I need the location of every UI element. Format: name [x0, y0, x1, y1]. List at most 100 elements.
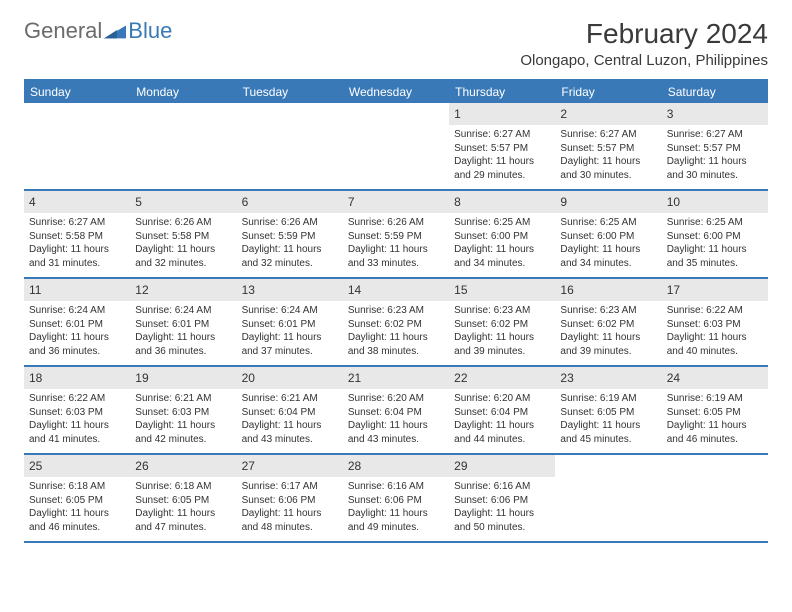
day-number: 25 — [29, 459, 42, 473]
sunset-text: Sunset: 6:06 PM — [454, 494, 550, 508]
calendar-cell: 21Sunrise: 6:20 AMSunset: 6:04 PMDayligh… — [343, 367, 449, 453]
day-header-cell: Wednesday — [343, 81, 449, 103]
sunrise-text: Sunrise: 6:25 AM — [667, 216, 763, 230]
sunset-text: Sunset: 5:57 PM — [560, 142, 656, 156]
daylight-text: Daylight: 11 hours and 47 minutes. — [135, 507, 231, 534]
daynum-row: 16 — [555, 279, 661, 301]
daynum-row: 29 — [449, 455, 555, 477]
day-number: 6 — [242, 195, 249, 209]
title-block: February 2024 Olongapo, Central Luzon, P… — [520, 18, 768, 69]
daynum-row: 17 — [662, 279, 768, 301]
daynum-row — [555, 455, 661, 459]
day-header-cell: Sunday — [24, 81, 130, 103]
calendar-cell-empty — [662, 455, 768, 541]
daynum-row — [343, 103, 449, 107]
daynum-row: 26 — [130, 455, 236, 477]
sunrise-text: Sunrise: 6:25 AM — [454, 216, 550, 230]
sunrise-text: Sunrise: 6:17 AM — [242, 480, 338, 494]
sunset-text: Sunset: 6:05 PM — [667, 406, 763, 420]
day-number: 5 — [135, 195, 142, 209]
logo: General Blue — [24, 18, 172, 44]
calendar-cell: 23Sunrise: 6:19 AMSunset: 6:05 PMDayligh… — [555, 367, 661, 453]
calendar-cell: 14 Sunrise: 6:23 AMSunset: 6:02 PMDayligh… — [343, 279, 449, 365]
sunrise-text: Sunrise: 6:23 AM — [348, 304, 444, 318]
day-number: 20 — [242, 371, 255, 385]
daynum-row: 11 — [24, 279, 130, 301]
sunset-text: Sunset: 5:58 PM — [135, 230, 231, 244]
sunset-text: Sunset: 6:05 PM — [29, 494, 125, 508]
daylight-text: Daylight: 11 hours and 30 minutes. — [560, 155, 656, 182]
sunrise-text: Sunrise: 6:21 AM — [135, 392, 231, 406]
daynum-row: 2 — [555, 103, 661, 125]
sunrise-text: Sunrise: 6:22 AM — [667, 304, 763, 318]
day-number: 17 — [667, 283, 680, 297]
sunrise-text: Sunrise: 6:21 AM — [242, 392, 338, 406]
calendar-cell: 16Sunrise: 6:23 AMSunset: 6:02 PMDayligh… — [555, 279, 661, 365]
sunset-text: Sunset: 6:02 PM — [348, 318, 444, 332]
daynum-row: 25 — [24, 455, 130, 477]
daylight-text: Daylight: 11 hours and 39 minutes. — [454, 331, 550, 358]
daylight-text: Daylight: 11 hours and 45 minutes. — [560, 419, 656, 446]
sunset-text: Sunset: 6:01 PM — [29, 318, 125, 332]
day-number: 10 — [667, 195, 680, 209]
day-number: 12 — [135, 283, 148, 297]
calendar-cell: 20Sunrise: 6:21 AMSunset: 6:04 PMDayligh… — [237, 367, 343, 453]
location: Olongapo, Central Luzon, Philippines — [520, 52, 768, 69]
day-number: 15 — [454, 283, 467, 297]
week-row: 25Sunrise: 6:18 AMSunset: 6:05 PMDayligh… — [24, 455, 768, 543]
day-header-cell: Saturday — [662, 81, 768, 103]
daylight-text: Daylight: 11 hours and 34 minutes. — [560, 243, 656, 270]
logo-text-general: General — [24, 18, 102, 44]
daynum-row — [130, 103, 236, 107]
sunrise-text: Sunrise: 6:24 AM — [135, 304, 231, 318]
day-number: 13 — [242, 283, 255, 297]
daynum-row: 3 — [662, 103, 768, 125]
sunrise-text: Sunrise: 6:27 AM — [29, 216, 125, 230]
day-number: 23 — [560, 371, 573, 385]
calendar-cell-empty — [555, 455, 661, 541]
day-number: 7 — [348, 195, 355, 209]
calendar-cell: 1Sunrise: 6:27 AMSunset: 5:57 PMDaylight… — [449, 103, 555, 189]
sunrise-text: Sunrise: 6:24 AM — [29, 304, 125, 318]
day-number: 2 — [560, 107, 567, 121]
daynum-row: 12 — [130, 279, 236, 301]
sunrise-text: Sunrise: 6:22 AM — [29, 392, 125, 406]
sunset-text: Sunset: 5:59 PM — [242, 230, 338, 244]
calendar-cell: 27Sunrise: 6:17 AMSunset: 6:06 PMDayligh… — [237, 455, 343, 541]
calendar-cell-empty — [130, 103, 236, 189]
day-number: 18 — [29, 371, 42, 385]
day-number: 26 — [135, 459, 148, 473]
daylight-text: Daylight: 11 hours and 41 minutes. — [29, 419, 125, 446]
day-number: 11 — [29, 283, 41, 297]
daynum-row: 9 — [555, 191, 661, 213]
sunrise-text: Sunrise: 6:20 AM — [454, 392, 550, 406]
calendar-cell: 2 Sunrise: 6:27 AMSunset: 5:57 PMDaylight… — [555, 103, 661, 189]
day-number: 4 — [29, 195, 36, 209]
day-number: 3 — [667, 107, 674, 121]
daynum-row: 19 — [130, 367, 236, 389]
sunrise-text: Sunrise: 6:23 AM — [560, 304, 656, 318]
calendar-cell: 17Sunrise: 6:22 AMSunset: 6:03 PMDayligh… — [662, 279, 768, 365]
calendar-cell: 29Sunrise: 6:16 AMSunset: 6:06 PMDayligh… — [449, 455, 555, 541]
week-row: 4 Sunrise: 6:27 AM Sunset: 5:58 PM Daylight… — [24, 191, 768, 279]
day-number: 19 — [135, 371, 148, 385]
sunrise-text: Sunrise: 6:27 AM — [560, 128, 656, 142]
sunset-text: Sunset: 6:05 PM — [135, 494, 231, 508]
calendar-cell: 4Sunrise: 6:27 AMSunset: 5:58 PMDaylight… — [24, 191, 130, 277]
daylight-text: Daylight: 11 hours and 33 minutes. — [348, 243, 444, 270]
calendar-cell: 11Sunrise: 6:24 AMSunset: 6:01 PMDayligh… — [24, 279, 130, 365]
daynum-row: 14 — [343, 279, 449, 301]
sunset-text: Sunset: 6:04 PM — [242, 406, 338, 420]
daylight-text: Daylight: 11 hours and 32 minutes. — [242, 243, 338, 270]
week-row: 18Sunrise: 6:22 AMSunset: 6:03 PMDayligh… — [24, 367, 768, 455]
sunrise-text: Sunrise: 6:18 AM — [135, 480, 231, 494]
day-number: 27 — [242, 459, 255, 473]
daynum-row — [24, 103, 130, 107]
daynum-row: 4 — [24, 191, 130, 213]
daylight-text: Daylight: 11 hours and 38 minutes. — [348, 331, 444, 358]
daynum-row: 21 — [343, 367, 449, 389]
day-number: 14 — [348, 283, 361, 297]
daylight-text: Daylight: 11 hours and 50 minutes. — [454, 507, 550, 534]
calendar-cell: 18Sunrise: 6:22 AMSunset: 6:03 PMDayligh… — [24, 367, 130, 453]
daylight-text: Daylight: 11 hours and 36 minutes. — [135, 331, 231, 358]
